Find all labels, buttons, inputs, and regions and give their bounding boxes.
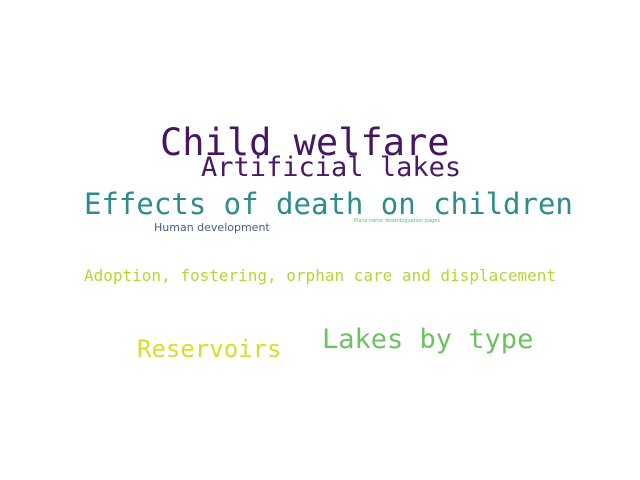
word-human-development: Human development bbox=[154, 221, 270, 234]
word-adoption-fostering: Adoption, fostering, orphan care and dis… bbox=[84, 266, 557, 285]
word-child-welfare: Child welfare bbox=[160, 121, 450, 164]
word-reservoirs: Reservoirs bbox=[137, 335, 282, 363]
word-effects-of-death-on-children: Effects of death on children bbox=[84, 187, 573, 221]
word-artificial-lakes: Artificial lakes bbox=[201, 152, 462, 183]
word-lakes-by-type: Lakes by type bbox=[322, 324, 534, 355]
word-place-name-disambiguation-pages: Place name disambiguation pages bbox=[354, 218, 440, 224]
